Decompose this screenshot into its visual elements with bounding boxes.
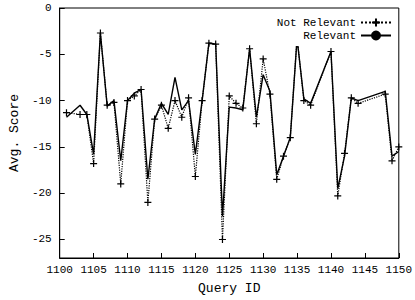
svg-text:1100: 1100 [47,264,73,276]
svg-text:Query ID: Query ID [198,281,261,296]
svg-text:0: 0 [45,2,52,14]
svg-text:1130: 1130 [250,264,276,276]
svg-text:1145: 1145 [352,264,378,276]
svg-text:Relevant: Relevant [303,30,356,42]
svg-text:-10: -10 [32,95,52,107]
svg-text:1105: 1105 [80,264,106,276]
svg-text:-15: -15 [32,141,52,153]
svg-text:1115: 1115 [148,264,174,276]
svg-text:-20: -20 [32,187,52,199]
svg-text:1140: 1140 [318,264,344,276]
svg-text:Avg. Score: Avg. Score [7,94,22,172]
svg-text:1150: 1150 [386,264,412,276]
svg-text:1120: 1120 [182,264,208,276]
svg-text:-5: -5 [39,48,52,60]
svg-text:1110: 1110 [114,264,140,276]
svg-text:1135: 1135 [284,264,310,276]
svg-text:Not Relevant: Not Relevant [277,17,356,29]
svg-text:-25: -25 [32,233,52,245]
svg-text:1125: 1125 [216,264,242,276]
